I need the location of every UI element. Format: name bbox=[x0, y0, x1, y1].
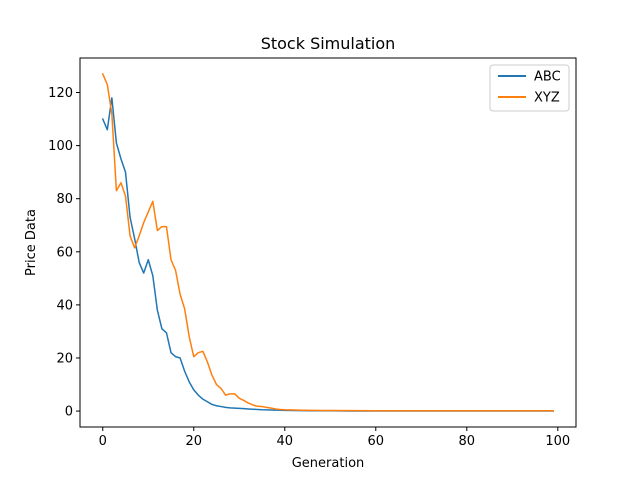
axis-ticks: 0 20 40 60 80 100 0 20 40 60 80 100 120 bbox=[48, 86, 570, 449]
y-tick-label: 80 bbox=[56, 192, 73, 207]
series-line-xyz bbox=[101, 72, 554, 412]
y-tick-label: 60 bbox=[56, 245, 73, 260]
y-axis-label: Price Data bbox=[24, 209, 39, 276]
x-tick-label: 80 bbox=[459, 434, 476, 449]
legend-label-abc: ABC bbox=[534, 70, 561, 85]
y-tick-label: 0 bbox=[65, 405, 73, 420]
y-tick-label: 20 bbox=[56, 351, 73, 366]
legend-label-xyz: XYZ bbox=[534, 91, 560, 106]
y-tick-label: 100 bbox=[48, 139, 73, 154]
x-tick-label: 100 bbox=[545, 434, 570, 449]
chart-title: Stock Simulation bbox=[261, 34, 396, 53]
plot-frame bbox=[79, 57, 577, 428]
x-tick-label: 40 bbox=[276, 434, 293, 449]
y-tick-label: 120 bbox=[48, 86, 73, 101]
legend: ABC XYZ bbox=[489, 64, 570, 112]
y-tick-label: 40 bbox=[56, 298, 73, 313]
x-axis-label: Generation bbox=[292, 456, 365, 471]
x-tick-label: 60 bbox=[368, 434, 385, 449]
x-tick-label: 0 bbox=[99, 434, 107, 449]
plot-lines bbox=[101, 72, 554, 412]
x-tick-label: 20 bbox=[185, 434, 202, 449]
